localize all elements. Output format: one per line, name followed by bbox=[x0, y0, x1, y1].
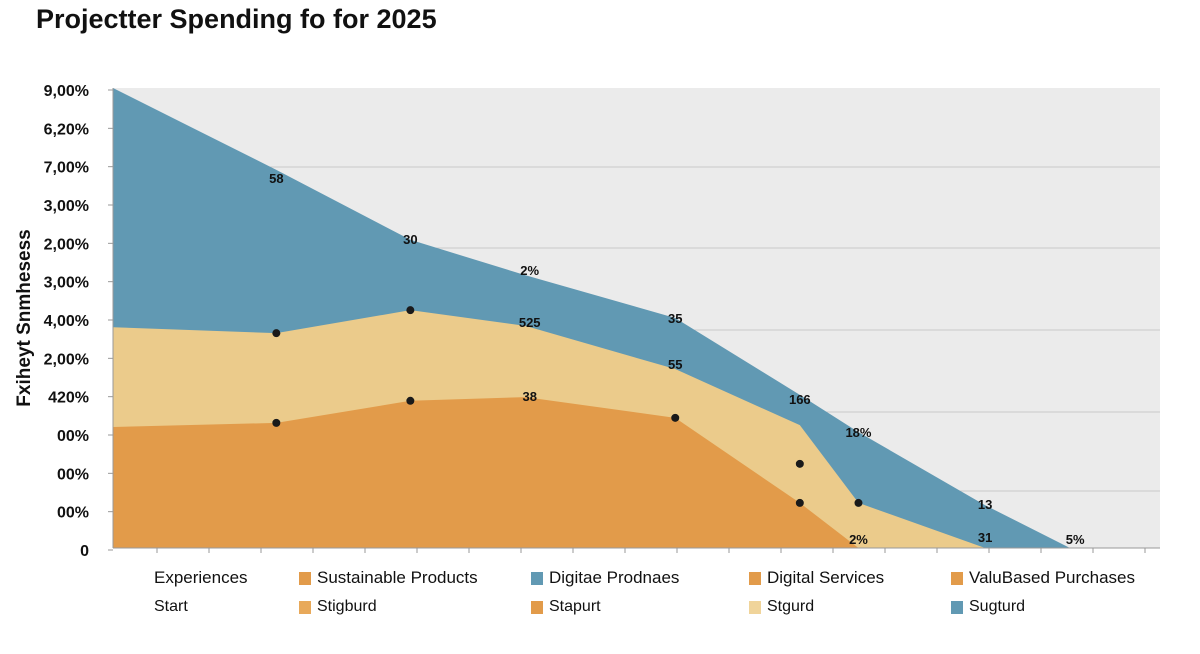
legend-swatch bbox=[749, 571, 761, 585]
y-tick-label: 9,00% bbox=[44, 83, 89, 100]
y-tick-label: 6,20% bbox=[44, 121, 89, 138]
data-point-marker bbox=[406, 306, 415, 315]
data-point-marker bbox=[272, 418, 281, 427]
y-tick-label: 0 bbox=[80, 543, 89, 560]
data-point-marker bbox=[671, 413, 680, 422]
y-tick-label: 00% bbox=[57, 466, 89, 483]
legend-label: ValuBased Purchases bbox=[969, 568, 1136, 587]
y-tick-label: 3,00% bbox=[44, 198, 89, 215]
data-point-marker bbox=[272, 329, 281, 338]
y-tick-label: 00% bbox=[57, 428, 89, 445]
data-label: 13 bbox=[978, 497, 992, 512]
data-label: 5% bbox=[1066, 532, 1085, 547]
legend-label: Stigburd bbox=[317, 598, 377, 615]
data-label: 35 bbox=[668, 311, 682, 326]
legend-label: Start bbox=[154, 598, 188, 615]
y-tick-label: 4,00% bbox=[44, 313, 89, 330]
legend-item: Start bbox=[154, 598, 299, 616]
legend-item: Experiences bbox=[154, 568, 299, 588]
y-tick-label: 7,00% bbox=[44, 160, 89, 177]
legend-item: Stigburd bbox=[299, 598, 531, 616]
legend-item: Digital Services bbox=[749, 568, 951, 588]
data-label: 2% bbox=[849, 532, 868, 547]
y-tick-label: 2,00% bbox=[44, 236, 89, 253]
area-series-1 bbox=[113, 397, 1160, 548]
legend-swatch bbox=[299, 571, 311, 585]
y-tick-label: 3,00% bbox=[44, 275, 89, 292]
legend-item: Digitae Prodnaes bbox=[531, 568, 749, 588]
legend-item: Sustainable Products bbox=[299, 568, 531, 588]
data-label: 58 bbox=[269, 171, 283, 186]
data-label: 38 bbox=[522, 389, 536, 404]
data-label: 30 bbox=[403, 232, 417, 247]
data-point-marker bbox=[406, 396, 415, 405]
data-point-marker bbox=[795, 498, 804, 507]
legend-label: Digital Services bbox=[767, 568, 885, 587]
legend-item: Stapurt bbox=[531, 598, 749, 616]
y-axis-title: Fxiheyt Snmhesess bbox=[14, 229, 35, 406]
legend-label: Stapurt bbox=[549, 598, 601, 615]
data-point-marker bbox=[795, 459, 804, 468]
legend-label: Stgurd bbox=[767, 598, 815, 615]
legend-label: Experiences bbox=[154, 568, 248, 587]
legend-item: Sugturd bbox=[951, 598, 1171, 616]
data-label: 525 bbox=[519, 315, 541, 330]
legend-item: ValuBased Purchases bbox=[951, 568, 1171, 588]
legend-swatch bbox=[531, 600, 543, 614]
legend: Experiences Sustainable Products Digitae P… bbox=[154, 568, 1174, 616]
data-label: 18% bbox=[845, 425, 871, 440]
legend-swatch bbox=[951, 600, 963, 614]
legend-label: Sugturd bbox=[969, 598, 1026, 615]
y-tick-label: 420% bbox=[48, 390, 89, 407]
chart-title: Projectter Spending fo for 2025 bbox=[36, 4, 437, 34]
data-label: 31 bbox=[978, 530, 992, 545]
legend-item: Stgurd bbox=[749, 598, 951, 616]
legend-swatch bbox=[531, 571, 543, 585]
data-label: 166 bbox=[789, 392, 811, 407]
legend-swatch bbox=[299, 600, 311, 614]
legend-label: Digitae Prodnaes bbox=[549, 568, 680, 587]
data-point-marker bbox=[854, 498, 863, 507]
legend-label: Sustainable Products bbox=[317, 568, 478, 587]
data-label: 55 bbox=[668, 357, 682, 372]
legend-swatch bbox=[749, 600, 761, 614]
y-tick-label: 00% bbox=[57, 505, 89, 522]
data-label: 2% bbox=[520, 263, 539, 278]
legend-swatch bbox=[951, 571, 963, 585]
y-tick-label: 2,00% bbox=[44, 351, 89, 368]
